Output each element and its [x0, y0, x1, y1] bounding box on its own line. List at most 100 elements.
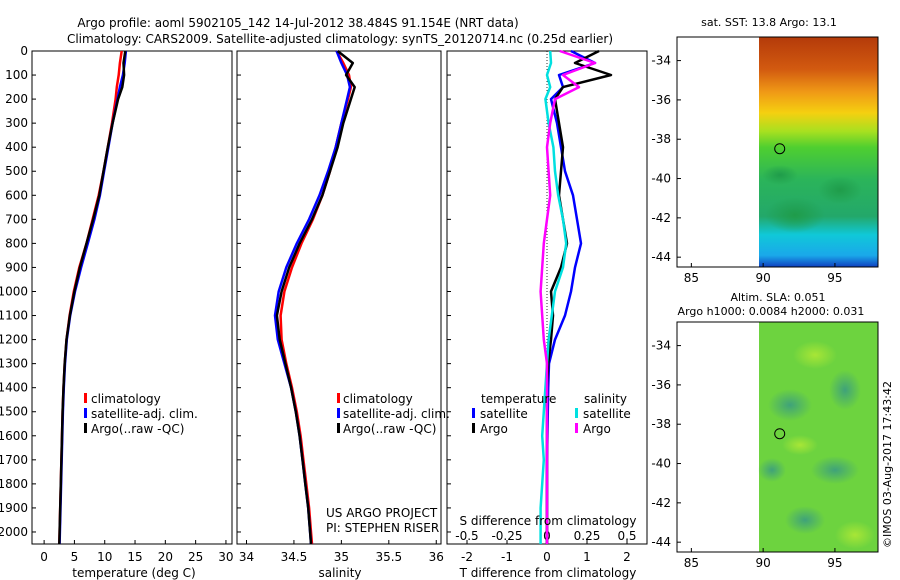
x-tick-label: 25	[188, 550, 203, 564]
depth-tick-label: 1600	[0, 429, 28, 443]
map-lat-label: -36	[651, 93, 671, 107]
legend-label-argo: Argo(..raw -QC)	[343, 422, 436, 436]
salinity-x-label: salinity	[318, 566, 361, 580]
depth-tick-label: 800	[5, 236, 28, 250]
series-line-salinity-satellite	[539, 50, 568, 544]
x-tick-label: -1	[501, 550, 513, 564]
s-difference-tick-label: -0.5	[455, 529, 478, 543]
temperature-axes-frame	[31, 50, 233, 545]
depth-axis: 0 100 200 300 400 500 600 700 800 900 1000 1100 1200…	[0, 44, 36, 539]
depth-tick-label: 2000	[0, 525, 28, 539]
difference-x-axis: -2 -1 0 1 2-0.5 -0.25 0 0.25 0.5	[455, 529, 636, 564]
t-difference-label: T difference from climatology	[459, 566, 637, 580]
salinity-axes-frame	[236, 50, 442, 545]
x-tick-label: 5	[71, 550, 79, 564]
sst-map-panel: sat. SST: 13.8 Argo: 13.1 85 90 95 -34 -36 -3…	[651, 16, 879, 285]
depth-tick-label: 1700	[0, 453, 28, 467]
series-line-argo-raw-qc-	[58, 50, 127, 545]
sst-map-patch	[765, 197, 825, 233]
temperature-x-label: temperature (deg C)	[72, 566, 195, 580]
map-lon-label: 85	[684, 271, 699, 285]
x-tick-label: 36	[429, 550, 444, 564]
x-tick-label: 1	[583, 550, 591, 564]
temperature-x-axis: 0 5 10 15 20 25 30	[40, 540, 234, 564]
x-tick-label: 20	[158, 550, 173, 564]
legend-swatch-t-argo	[472, 423, 475, 433]
depth-tick-label: 600	[5, 188, 28, 202]
depth-tick-label: 900	[5, 260, 28, 274]
depth-tick-label: 700	[5, 212, 28, 226]
sla-map-frame	[676, 321, 879, 553]
x-tick-label: 0	[543, 550, 551, 564]
salinity-depth-ticks	[237, 50, 241, 533]
legend-swatch-climatology	[337, 393, 340, 403]
map-lon-label: 85	[684, 556, 699, 570]
sla-map-patch	[768, 389, 812, 421]
sst-map-field	[759, 37, 878, 267]
x-tick-label: 0	[40, 550, 48, 564]
x-tick-label: 34	[239, 550, 254, 564]
depth-tick-label: 1900	[0, 501, 28, 515]
legend-swatch-s-satellite	[575, 408, 578, 418]
legend-label-t-satellite: satellite	[480, 407, 528, 421]
x-tick-label: 10	[97, 550, 112, 564]
legend-label-climatology: climatology	[91, 392, 161, 406]
imos-timestamp: ©IMOS 03-Aug-2017 17:43:42	[881, 381, 894, 548]
legend-label-satellite: satellite-adj. clim.	[343, 407, 450, 421]
difference-lines	[539, 49, 613, 544]
legend-label-s-satellite: satellite	[583, 407, 631, 421]
map-lat-label: -40	[651, 457, 671, 471]
temperature-lines	[58, 50, 128, 545]
depth-tick-label: 1200	[0, 333, 28, 347]
legend-swatch-climatology	[84, 393, 87, 403]
legend-label-s-argo: Argo	[583, 422, 611, 436]
difference-panel: -2 -1 0 1 2-0.5 -0.25 0 0.25 0.5 S difference fr…	[446, 49, 648, 580]
depth-tick-label: 100	[5, 68, 28, 82]
depth-tick-label: 0	[20, 44, 28, 58]
depth-tick-label: 200	[5, 92, 28, 106]
depth-tick-label: 1300	[0, 357, 28, 371]
legend-swatch-argo	[337, 423, 340, 433]
legend-label-climatology: climatology	[343, 392, 413, 406]
series-line-argo-raw-qc-	[275, 50, 356, 545]
sla-map-title-line2: Argo h1000: 0.0084 h2000: 0.031	[678, 305, 865, 318]
legend-swatch-argo	[84, 423, 87, 433]
difference-legend: temperature salinity satellite Argo sate…	[472, 392, 631, 436]
sla-map-patch	[829, 370, 861, 410]
map-lat-label: -42	[651, 211, 671, 225]
depth-tick-label: 400	[5, 140, 28, 154]
legend-swatch-satellite	[84, 408, 87, 418]
depth-tick-label: 1400	[0, 381, 28, 395]
s-difference-tick-label: 0.5	[617, 529, 636, 543]
sst-map-title: sat. SST: 13.8 Argo: 13.1	[701, 16, 837, 29]
x-tick-label: 35	[334, 550, 349, 564]
x-tick-label: 30	[218, 550, 233, 564]
x-tick-label: 34.5	[281, 550, 308, 564]
depth-tick-label: 500	[5, 164, 28, 178]
legend-label-satellite: satellite-adj. clim.	[91, 407, 198, 421]
s-difference-tick-label: -0.25	[491, 529, 522, 543]
map-lat-label: -44	[651, 250, 671, 264]
x-tick-label: 2	[623, 550, 631, 564]
x-tick-label: 35.5	[375, 550, 402, 564]
sst-map-frame	[676, 36, 879, 268]
map-lat-label: -34	[651, 54, 671, 68]
depth-tick-label: 1800	[0, 477, 28, 491]
sla-map-axes: 85 90 95 -34 -36 -38 -40 -42 -44	[651, 339, 842, 570]
project-credit-line1: US ARGO PROJECT	[326, 506, 438, 520]
map-lon-label: 95	[827, 271, 842, 285]
legend-title-salinity: salinity	[584, 392, 627, 406]
map-lat-label: -34	[651, 339, 671, 353]
figure-title-line1: Argo profile: aoml 5902105_142 14-Jul-20…	[77, 16, 518, 30]
sst-map-axes: 85 90 95 -34 -36 -38 -40 -42 -44	[651, 54, 842, 285]
depth-tick-label: 300	[5, 116, 28, 130]
map-lat-label: -38	[651, 417, 671, 431]
salinity-panel: 34 34.5 35 35.5 36 salinity climatology sate…	[236, 50, 450, 580]
sla-map-patch	[782, 435, 818, 455]
temperature-panel: 0100200300400500600700800900100011001200…	[0, 44, 234, 580]
legend-title-temperature: temperature	[481, 392, 556, 406]
series-line-salinity-argo	[539, 49, 597, 544]
map-lon-label: 90	[756, 556, 771, 570]
map-lat-label: -36	[651, 378, 671, 392]
